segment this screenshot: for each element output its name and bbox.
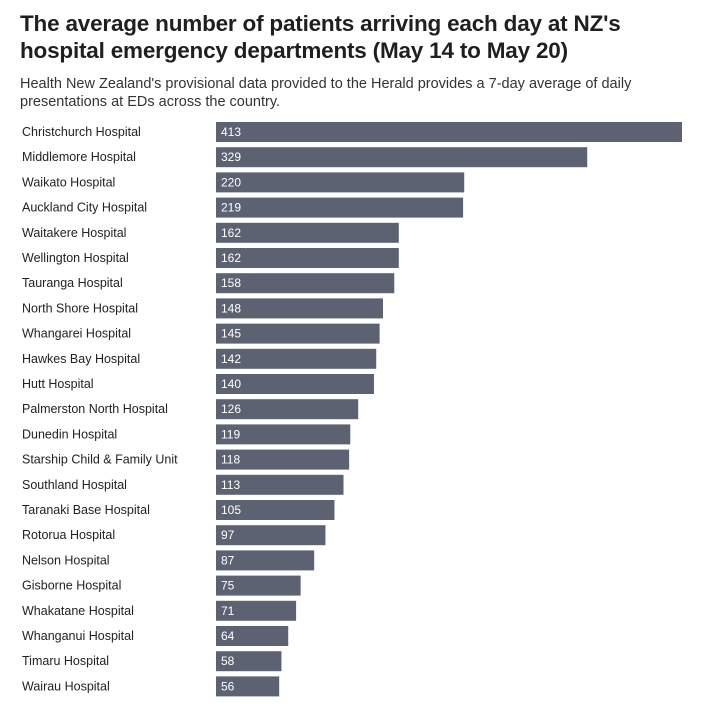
category-label: Christchurch Hospital (22, 125, 141, 139)
bar (216, 323, 380, 344)
category-label: Timaru Hospital (22, 654, 109, 668)
value-label: 118 (221, 453, 240, 467)
value-label: 113 (221, 478, 240, 492)
bar (216, 676, 280, 697)
value-label: 329 (221, 150, 241, 164)
category-label: Whanganui Hospital (22, 629, 134, 643)
category-label: Waikato Hospital (22, 175, 115, 189)
value-label: 56 (221, 679, 235, 693)
bar (216, 651, 282, 672)
category-label: Rotorua Hospital (22, 528, 115, 542)
bar (216, 424, 351, 445)
bar (216, 575, 301, 596)
category-label: Hutt Hospital (22, 377, 94, 391)
category-label: Middlemore Hospital (22, 150, 136, 164)
value-label: 64 (221, 629, 235, 643)
bar (216, 500, 335, 520)
category-label: Nelson Hospital (22, 553, 110, 567)
bar (216, 600, 297, 621)
bar (216, 449, 350, 470)
value-label: 105 (221, 503, 241, 517)
category-label: Auckland City Hospital (22, 201, 147, 215)
category-label: Waitakere Hospital (22, 226, 126, 240)
category-label: Tauranga Hospital (22, 276, 123, 290)
value-label: 148 (221, 301, 241, 315)
value-label: 219 (221, 201, 241, 215)
category-label: North Shore Hospital (22, 301, 138, 315)
bar (216, 172, 465, 193)
value-label: 413 (221, 125, 241, 139)
value-label: 71 (221, 604, 235, 618)
value-label: 162 (221, 251, 241, 265)
category-label: Whakatane Hospital (22, 604, 134, 618)
bar (216, 626, 289, 646)
bar (216, 222, 399, 243)
value-label: 126 (221, 402, 241, 416)
value-label: 145 (221, 327, 241, 341)
value-label: 220 (221, 175, 241, 189)
value-label: 87 (221, 553, 235, 567)
chart-subtitle: Health New Zealand's provisional data pr… (20, 76, 632, 110)
bar (216, 550, 315, 571)
category-label: Gisborne Hospital (22, 579, 121, 593)
bar (216, 298, 383, 319)
bar (216, 122, 682, 142)
category-label: Starship Child & Family Unit (22, 453, 178, 467)
value-label: 142 (221, 352, 241, 366)
category-label: Hawkes Bay Hospital (22, 352, 140, 366)
bar (216, 374, 374, 394)
bar (216, 197, 464, 218)
value-label: 140 (221, 377, 241, 391)
category-label: Wairau Hospital (22, 679, 110, 693)
chart-title: The average number of patients arriving … (20, 11, 621, 63)
bar (216, 248, 399, 268)
category-label: Dunedin Hospital (22, 427, 117, 441)
bar (216, 399, 359, 420)
bar (216, 273, 395, 294)
value-label: 58 (221, 654, 235, 668)
category-label: Southland Hospital (22, 478, 127, 492)
value-label: 162 (221, 226, 241, 240)
category-label: Whangarei Hospital (22, 327, 131, 341)
category-label: Taranaki Base Hospital (22, 503, 150, 517)
value-label: 158 (221, 276, 241, 290)
category-label: Palmerston North Hospital (22, 402, 168, 416)
bar (216, 474, 344, 495)
bar (216, 348, 377, 369)
category-label: Wellington Hospital (22, 251, 129, 265)
bar (216, 147, 588, 168)
value-label: 119 (221, 427, 240, 441)
value-label: 97 (221, 528, 235, 542)
bar (216, 525, 326, 546)
value-label: 75 (221, 579, 235, 593)
